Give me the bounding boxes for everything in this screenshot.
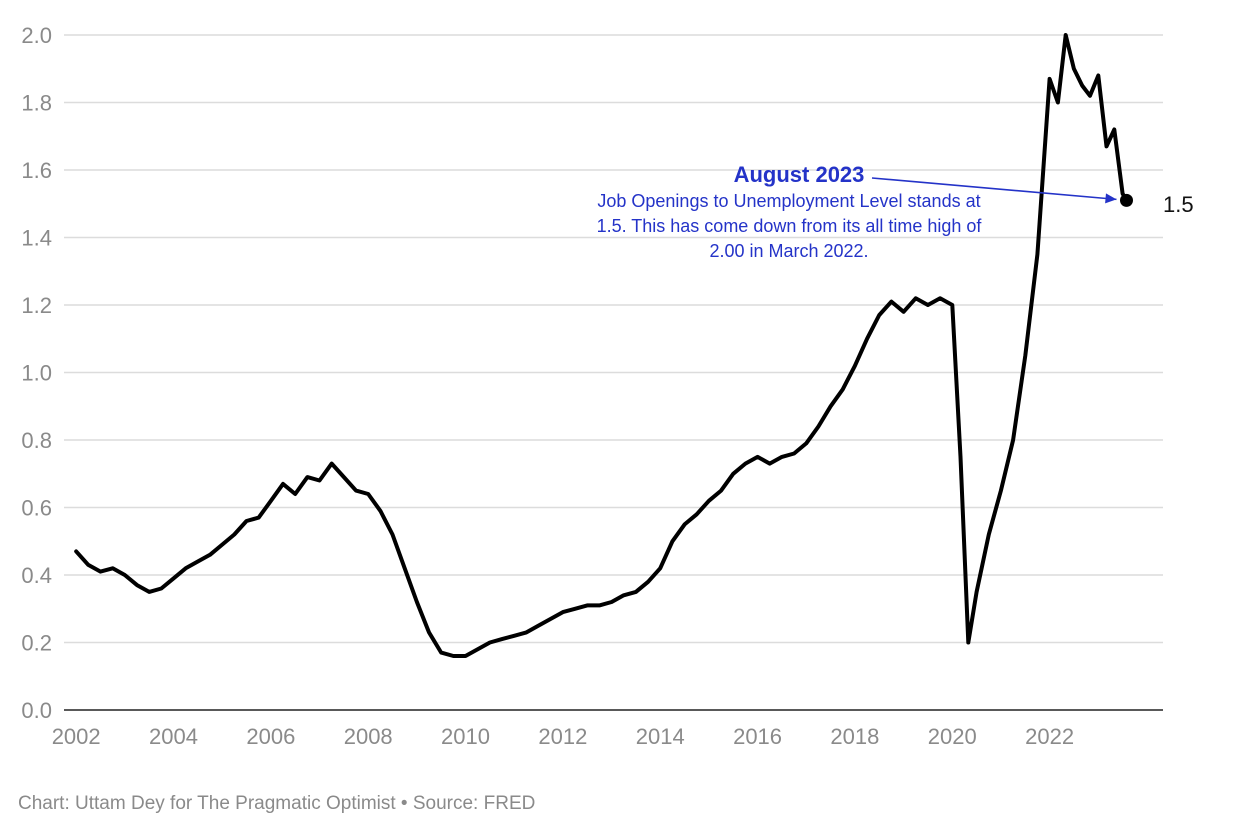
y-tick-label: 1.0 [21,361,52,386]
annotation-line-1: Job Openings to Unemployment Level stand… [597,191,980,211]
gridlines [64,34,1163,644]
annotation-line-3: 2.00 in March 2022. [709,241,868,261]
x-tick-label: 2006 [246,724,295,749]
x-tick-label: 2016 [733,724,782,749]
y-tick-label: 2.0 [21,23,52,48]
y-tick-label: 1.2 [21,293,52,318]
y-tick-label: 0.6 [21,496,52,521]
y-tick-label: 0.8 [21,428,52,453]
annotation-title: August 2023 [734,162,865,187]
x-tick-label: 2020 [928,724,977,749]
x-tick-label: 2012 [538,724,587,749]
x-tick-label: 2014 [636,724,685,749]
y-tick-label: 1.4 [21,226,52,251]
end-point-marker [1119,193,1133,207]
chart-credit: Chart: Uttam Dey for The Pragmatic Optim… [18,793,536,814]
x-tick-label: 2010 [441,724,490,749]
x-tick-label: 2022 [1025,724,1074,749]
end-point-label: 1.5 [1163,192,1194,217]
y-tick-label: 0.2 [21,631,52,656]
annotation-arrowhead [1105,193,1117,204]
series-line-job-openings-ratio [74,33,1129,658]
x-tick-label: 2018 [830,724,879,749]
x-tick-label: 2008 [344,724,393,749]
y-tick-label: 0.0 [21,698,52,723]
x-tick-label: 2004 [149,724,198,749]
x-tick-labels: 2002 2004 2006 2008 2010 2012 2014 2016 2018 2020… [52,724,1074,749]
x-tick-label: 2002 [52,724,101,749]
y-tick-label: 0.4 [21,563,52,588]
y-tick-label: 1.6 [21,158,52,183]
y-tick-labels: 0.0 0.2 0.4 0.6 0.8 1.0 1.2 1.4 1.6 1.8 2.0 [21,23,52,723]
y-tick-label: 1.8 [21,91,52,116]
annotation-line-2: 1.5. This has come down from its all tim… [597,216,983,236]
annotation-arrow [871,177,1117,201]
